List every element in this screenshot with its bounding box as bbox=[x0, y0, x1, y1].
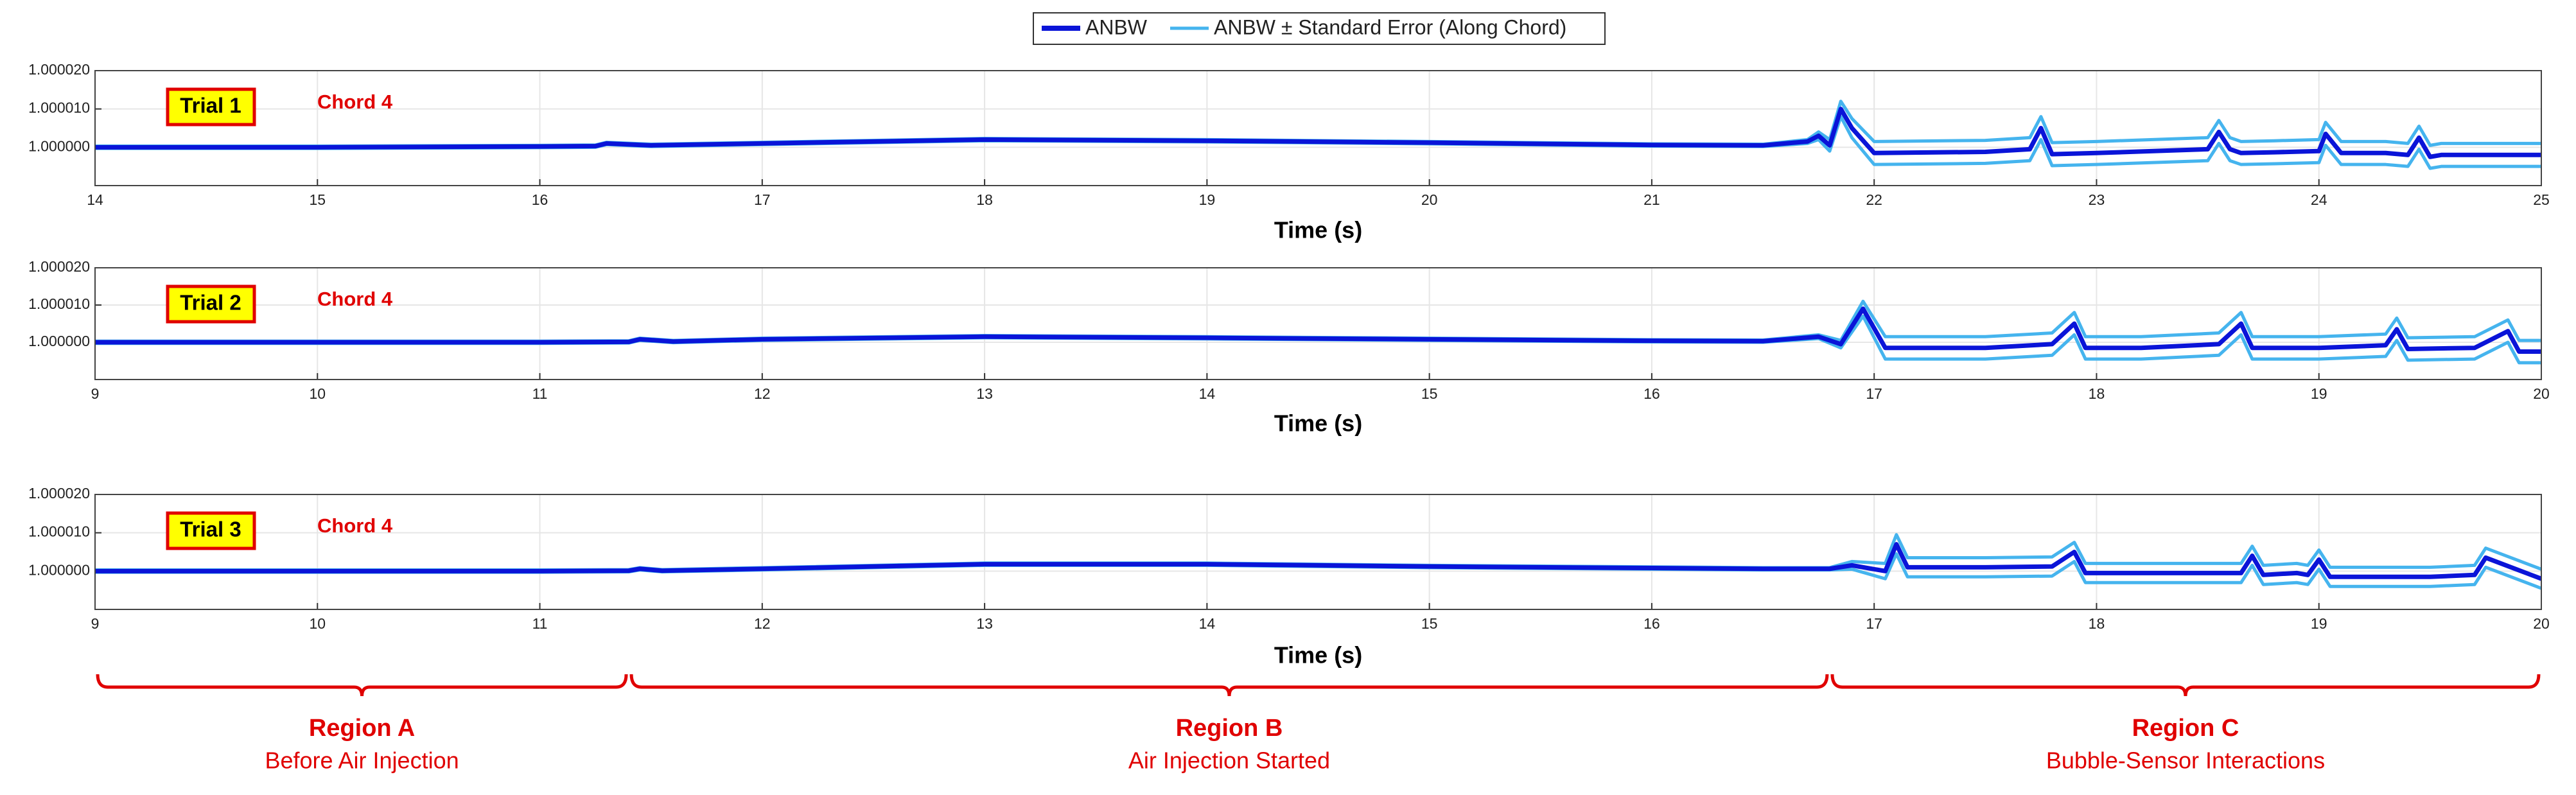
x-tick-label: 11 bbox=[532, 385, 548, 402]
region-description: Before Air Injection bbox=[265, 747, 459, 774]
x-tick-label: 23 bbox=[2089, 191, 2105, 208]
trial-label: Trial 2 bbox=[180, 291, 241, 315]
x-tick-label: 17 bbox=[754, 191, 771, 208]
x-axis-label: Time (s) bbox=[1274, 410, 1362, 437]
y-tick-label: 1.000010 bbox=[28, 100, 90, 116]
region-bracket bbox=[1830, 674, 2541, 697]
y-tick-label: 1.000010 bbox=[28, 295, 90, 312]
x-tick-label: 15 bbox=[309, 191, 326, 208]
x-tick-label: 20 bbox=[2533, 615, 2550, 632]
region-bracket bbox=[96, 674, 628, 697]
x-tick-label: 13 bbox=[976, 615, 993, 632]
chord-label: Chord 4 bbox=[317, 288, 393, 310]
x-tick-label: 20 bbox=[1421, 191, 1438, 208]
x-axis-label: Time (s) bbox=[1274, 642, 1362, 668]
anbw-line bbox=[95, 306, 2541, 354]
region-label: Region A bbox=[309, 715, 415, 742]
y-tick-label: 1.000000 bbox=[28, 561, 90, 578]
x-tick-label: 16 bbox=[532, 191, 548, 208]
chord-label: Chord 4 bbox=[317, 514, 393, 537]
region-description: Air Injection Started bbox=[1128, 747, 1330, 774]
trial-box bbox=[166, 284, 256, 324]
x-tick-label: 12 bbox=[754, 385, 771, 402]
x-tick-label: 20 bbox=[2533, 385, 2550, 402]
chord-label: Chord 4 bbox=[317, 91, 393, 113]
trial-box bbox=[166, 87, 256, 127]
plot-area bbox=[95, 494, 2541, 609]
x-tick-label: 18 bbox=[976, 191, 993, 208]
y-tick-label: 1.000000 bbox=[28, 333, 90, 349]
x-tick-label: 17 bbox=[1866, 385, 1882, 402]
x-tick-label: 14 bbox=[1199, 615, 1216, 632]
x-tick-label: 18 bbox=[2089, 615, 2105, 632]
x-tick-label: 18 bbox=[2089, 385, 2105, 402]
x-tick-label: 25 bbox=[2533, 191, 2550, 208]
x-tick-label: 9 bbox=[91, 385, 100, 402]
x-tick-label: 21 bbox=[1643, 191, 1660, 208]
y-tick-label: 1.000020 bbox=[28, 485, 90, 502]
region-bracket bbox=[629, 674, 1829, 697]
region-description: Bubble-Sensor Interactions bbox=[2046, 747, 2325, 774]
axes-box bbox=[94, 267, 2542, 380]
y-tick-label: 1.000020 bbox=[28, 61, 90, 78]
x-tick-label: 19 bbox=[2311, 385, 2327, 402]
trial-label: Trial 1 bbox=[180, 94, 241, 118]
x-tick-label: 15 bbox=[1421, 615, 1438, 632]
x-axis-label: Time (s) bbox=[1274, 217, 1362, 243]
trial-box bbox=[166, 511, 256, 550]
series-group bbox=[95, 100, 2541, 170]
legend: ANBW ANBW ± Standard Error (Along Chord) bbox=[1033, 12, 1606, 45]
x-tick-label: 9 bbox=[91, 615, 100, 632]
x-tick-label: 10 bbox=[309, 385, 326, 402]
series-group bbox=[95, 299, 2541, 365]
x-tick-label: 12 bbox=[754, 615, 771, 632]
axes-box bbox=[94, 70, 2542, 186]
region-label: Region B bbox=[1176, 715, 1283, 742]
x-tick-label: 14 bbox=[1199, 385, 1216, 402]
x-tick-label: 10 bbox=[309, 615, 326, 632]
plot-area bbox=[95, 268, 2541, 380]
plot-area bbox=[95, 71, 2541, 186]
series-group bbox=[95, 533, 2541, 590]
axes-box bbox=[94, 494, 2542, 610]
x-tick-label: 16 bbox=[1643, 385, 1660, 402]
legend-label: ANBW ± Standard Error (Along Chord) bbox=[1214, 15, 1566, 39]
legend-label: ANBW bbox=[1085, 15, 1148, 39]
anbw-line bbox=[95, 542, 2541, 581]
x-tick-label: 24 bbox=[2311, 191, 2327, 208]
x-tick-label: 15 bbox=[1421, 385, 1438, 402]
x-tick-label: 11 bbox=[532, 615, 548, 632]
legend-box bbox=[1033, 12, 1606, 45]
y-tick-label: 1.000000 bbox=[28, 137, 90, 154]
trial-label: Trial 3 bbox=[180, 518, 241, 541]
x-tick-label: 16 bbox=[1643, 615, 1660, 632]
anbw-line bbox=[95, 107, 2541, 159]
x-tick-label: 22 bbox=[1866, 191, 1882, 208]
x-tick-label: 17 bbox=[1866, 615, 1882, 632]
x-tick-label: 14 bbox=[87, 191, 103, 208]
x-tick-label: 19 bbox=[1199, 191, 1216, 208]
x-tick-label: 19 bbox=[2311, 615, 2327, 632]
y-tick-label: 1.000020 bbox=[28, 258, 90, 275]
y-tick-label: 1.000010 bbox=[28, 523, 90, 540]
region-label: Region C bbox=[2132, 715, 2239, 742]
x-tick-label: 13 bbox=[976, 385, 993, 402]
